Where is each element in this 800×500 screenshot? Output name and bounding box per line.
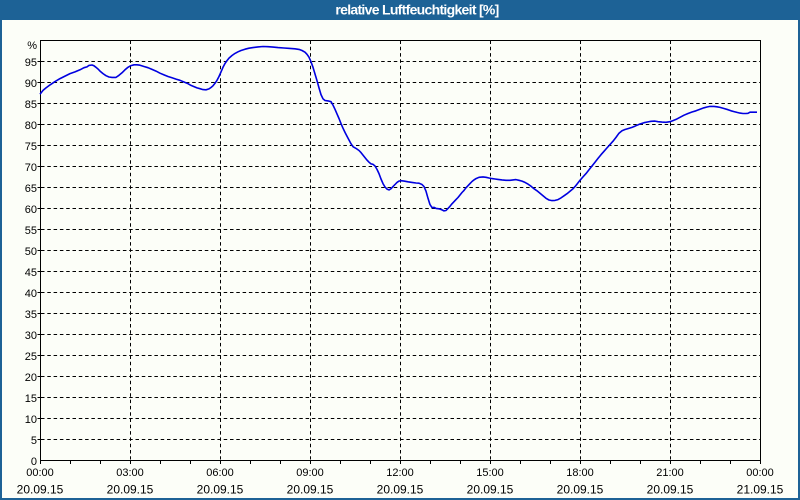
- svg-text:85: 85: [25, 99, 37, 111]
- svg-text:95: 95: [25, 57, 37, 69]
- svg-text:20: 20: [25, 372, 37, 384]
- svg-text:70: 70: [25, 162, 37, 174]
- svg-text:%: %: [27, 40, 37, 52]
- svg-text:55: 55: [25, 225, 37, 237]
- svg-text:12:00: 12:00: [386, 467, 414, 479]
- svg-text:20.09.15: 20.09.15: [377, 483, 424, 497]
- svg-text:20.09.15: 20.09.15: [467, 483, 514, 497]
- svg-text:60: 60: [25, 204, 37, 216]
- svg-text:03:00: 03:00: [116, 467, 144, 479]
- svg-text:65: 65: [25, 183, 37, 195]
- svg-text:20.09.15: 20.09.15: [287, 483, 334, 497]
- svg-text:20.09.15: 20.09.15: [647, 483, 694, 497]
- svg-text:90: 90: [25, 78, 37, 90]
- svg-text:20.09.15: 20.09.15: [557, 483, 604, 497]
- svg-text:75: 75: [25, 141, 37, 153]
- svg-text:45: 45: [25, 267, 37, 279]
- svg-text:21.09.15: 21.09.15: [737, 483, 784, 497]
- svg-text:21:00: 21:00: [656, 467, 684, 479]
- svg-text:40: 40: [25, 288, 37, 300]
- svg-text:20.09.15: 20.09.15: [107, 483, 154, 497]
- svg-text:relative Luftfeuchtigkeit [%]: relative Luftfeuchtigkeit [%]: [335, 2, 498, 18]
- svg-text:18:00: 18:00: [566, 467, 594, 479]
- svg-text:09:00: 09:00: [296, 467, 324, 479]
- svg-text:06:00: 06:00: [206, 467, 234, 479]
- svg-text:80: 80: [25, 120, 37, 132]
- svg-text:0: 0: [31, 456, 37, 468]
- svg-text:30: 30: [25, 330, 37, 342]
- svg-text:00:00: 00:00: [746, 467, 774, 479]
- svg-text:10: 10: [25, 414, 37, 426]
- svg-text:50: 50: [25, 246, 37, 258]
- svg-text:00:00: 00:00: [26, 467, 54, 479]
- svg-text:15:00: 15:00: [476, 467, 504, 479]
- svg-text:5: 5: [31, 435, 37, 447]
- svg-text:20.09.15: 20.09.15: [17, 483, 64, 497]
- svg-text:15: 15: [25, 393, 37, 405]
- svg-text:35: 35: [25, 309, 37, 321]
- svg-text:25: 25: [25, 351, 37, 363]
- svg-text:20.09.15: 20.09.15: [197, 483, 244, 497]
